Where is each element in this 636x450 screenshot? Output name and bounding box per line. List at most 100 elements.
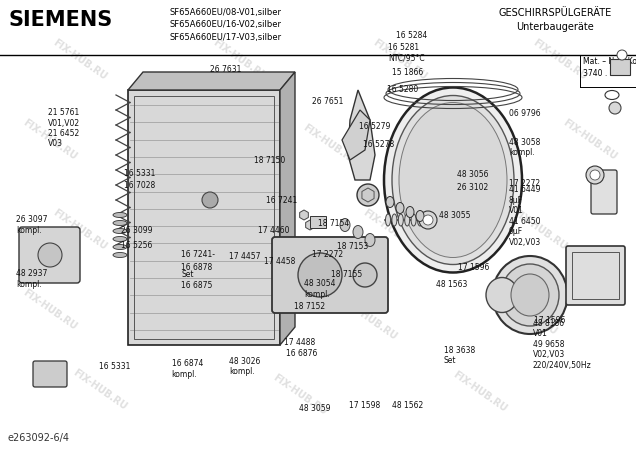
Polygon shape (128, 72, 295, 90)
Text: 26 7631: 26 7631 (210, 65, 241, 74)
Text: 16 6874
kompl.: 16 6874 kompl. (172, 359, 203, 379)
Polygon shape (348, 90, 375, 180)
Text: 16 5279: 16 5279 (359, 122, 391, 131)
Text: SIEMENS: SIEMENS (8, 10, 112, 30)
Polygon shape (342, 110, 370, 160)
Text: 16 7241-: 16 7241- (181, 250, 215, 259)
Text: FIX-HUB.RU: FIX-HUB.RU (301, 123, 359, 167)
Text: 16 5281
NTC/95°C: 16 5281 NTC/95°C (388, 43, 425, 63)
Circle shape (590, 170, 600, 180)
Text: FIX-HUB.RU: FIX-HUB.RU (151, 128, 209, 172)
Text: 48 8186
V01
49 9658
V02,V03
220/240V,50Hz: 48 8186 V01 49 9658 V02,V03 220/240V,50H… (533, 319, 591, 369)
Bar (128, 90, 280, 345)
Ellipse shape (396, 202, 404, 213)
Text: 48 3054
kompl.: 48 3054 kompl. (304, 279, 336, 299)
Ellipse shape (340, 219, 350, 231)
Text: 26 7651: 26 7651 (312, 97, 343, 106)
Ellipse shape (113, 212, 127, 217)
Circle shape (423, 215, 433, 225)
Circle shape (357, 184, 379, 206)
Ellipse shape (113, 252, 127, 257)
Text: Mat. – Nr. – Konstante
3740 . .: Mat. – Nr. – Konstante 3740 . . (583, 57, 636, 78)
Text: 16 5331: 16 5331 (99, 362, 130, 371)
Text: FIX-HUB.RU: FIX-HUB.RU (51, 208, 109, 252)
Text: 48 3056: 48 3056 (457, 170, 488, 179)
FancyBboxPatch shape (310, 216, 326, 228)
FancyBboxPatch shape (610, 59, 630, 75)
Polygon shape (280, 72, 295, 345)
Ellipse shape (486, 278, 518, 312)
Text: 16 7241: 16 7241 (266, 196, 297, 205)
Ellipse shape (392, 95, 514, 265)
Text: 17 2272: 17 2272 (509, 179, 540, 188)
Text: 48 1563: 48 1563 (436, 280, 467, 289)
Ellipse shape (511, 274, 549, 316)
Ellipse shape (411, 214, 416, 226)
Text: e263092-6/4: e263092-6/4 (8, 433, 70, 443)
Ellipse shape (392, 214, 397, 226)
Ellipse shape (384, 87, 522, 273)
Circle shape (419, 211, 437, 229)
Text: 48 3026
kompl.: 48 3026 kompl. (229, 357, 260, 377)
Text: FIX-HUB.RU: FIX-HUB.RU (341, 298, 399, 342)
Text: 41 6449
8µF
V01
41 6450
9µF
V02,V03: 41 6449 8µF V01 41 6450 9µF V02,V03 (509, 185, 541, 247)
Text: 06 9796: 06 9796 (509, 109, 541, 118)
Ellipse shape (385, 214, 391, 226)
Text: 48 1562: 48 1562 (392, 400, 424, 410)
Circle shape (38, 243, 62, 267)
Ellipse shape (113, 229, 127, 234)
Text: 18 7155: 18 7155 (331, 270, 362, 279)
Text: 16 5284: 16 5284 (396, 32, 427, 40)
Ellipse shape (353, 225, 363, 238)
Ellipse shape (416, 211, 424, 221)
Ellipse shape (406, 207, 414, 217)
Text: FIX-HUB.RU: FIX-HUB.RU (361, 208, 419, 252)
Ellipse shape (417, 214, 422, 226)
Text: FIX-HUB.RU: FIX-HUB.RU (71, 368, 129, 412)
Text: 48 3055: 48 3055 (439, 211, 471, 220)
Text: 16 6876: 16 6876 (286, 349, 317, 358)
Text: 26 3097
kompl.: 26 3097 kompl. (16, 215, 48, 235)
Text: 17 1596: 17 1596 (458, 263, 489, 272)
Text: 48 3058
kompl.: 48 3058 kompl. (509, 138, 540, 157)
FancyBboxPatch shape (19, 227, 80, 283)
Text: 16 6878: 16 6878 (181, 263, 212, 272)
Circle shape (353, 263, 377, 287)
Text: 16 5256: 16 5256 (121, 241, 152, 250)
Text: 16 5278: 16 5278 (363, 140, 394, 149)
Text: 18 3638
Set: 18 3638 Set (444, 346, 475, 365)
FancyBboxPatch shape (566, 246, 625, 305)
Text: 17 1598: 17 1598 (349, 400, 380, 410)
Text: FIX-HUB.RU: FIX-HUB.RU (501, 293, 559, 337)
Circle shape (202, 192, 218, 208)
FancyBboxPatch shape (272, 237, 388, 313)
Text: 17 2272: 17 2272 (312, 250, 343, 259)
Text: FIX-HUB.RU: FIX-HUB.RU (171, 298, 229, 342)
Text: FIX-HUB.RU: FIX-HUB.RU (561, 118, 619, 162)
Text: FIX-HUB.RU: FIX-HUB.RU (531, 38, 589, 82)
Text: 26 3102: 26 3102 (457, 183, 488, 192)
Ellipse shape (492, 256, 567, 334)
Ellipse shape (113, 244, 127, 249)
Text: FIX-HUB.RU: FIX-HUB.RU (511, 208, 569, 252)
Text: 21 5761
V01,V02
21 6452
V03: 21 5761 V01,V02 21 6452 V03 (48, 108, 80, 148)
Text: 17 4488: 17 4488 (284, 338, 315, 347)
Text: 16 7028: 16 7028 (124, 181, 155, 190)
Text: 48 2937
kompl.: 48 2937 kompl. (16, 269, 47, 289)
Text: FIX-HUB.RU: FIX-HUB.RU (211, 38, 269, 82)
Circle shape (617, 50, 627, 60)
Text: FIX-HUB.RU: FIX-HUB.RU (21, 118, 79, 162)
Text: 26 3099: 26 3099 (121, 226, 153, 235)
Text: FIX-HUB.RU: FIX-HUB.RU (271, 373, 329, 417)
Text: GESCHIRRSPÜLGERÄTE
Unterbaugeräte: GESCHIRRSPÜLGERÄTE Unterbaugeräte (499, 8, 612, 32)
Text: 18 7153: 18 7153 (337, 242, 368, 251)
Ellipse shape (501, 264, 559, 326)
Text: FIX-HUB.RU: FIX-HUB.RU (461, 123, 519, 167)
Text: FIX-HUB.RU: FIX-HUB.RU (371, 38, 429, 82)
Text: 16 5280: 16 5280 (387, 86, 418, 94)
Ellipse shape (386, 197, 394, 207)
Text: 15 1866: 15 1866 (392, 68, 423, 77)
Text: 17 1596: 17 1596 (534, 316, 565, 325)
Circle shape (586, 166, 604, 184)
Ellipse shape (399, 103, 507, 257)
